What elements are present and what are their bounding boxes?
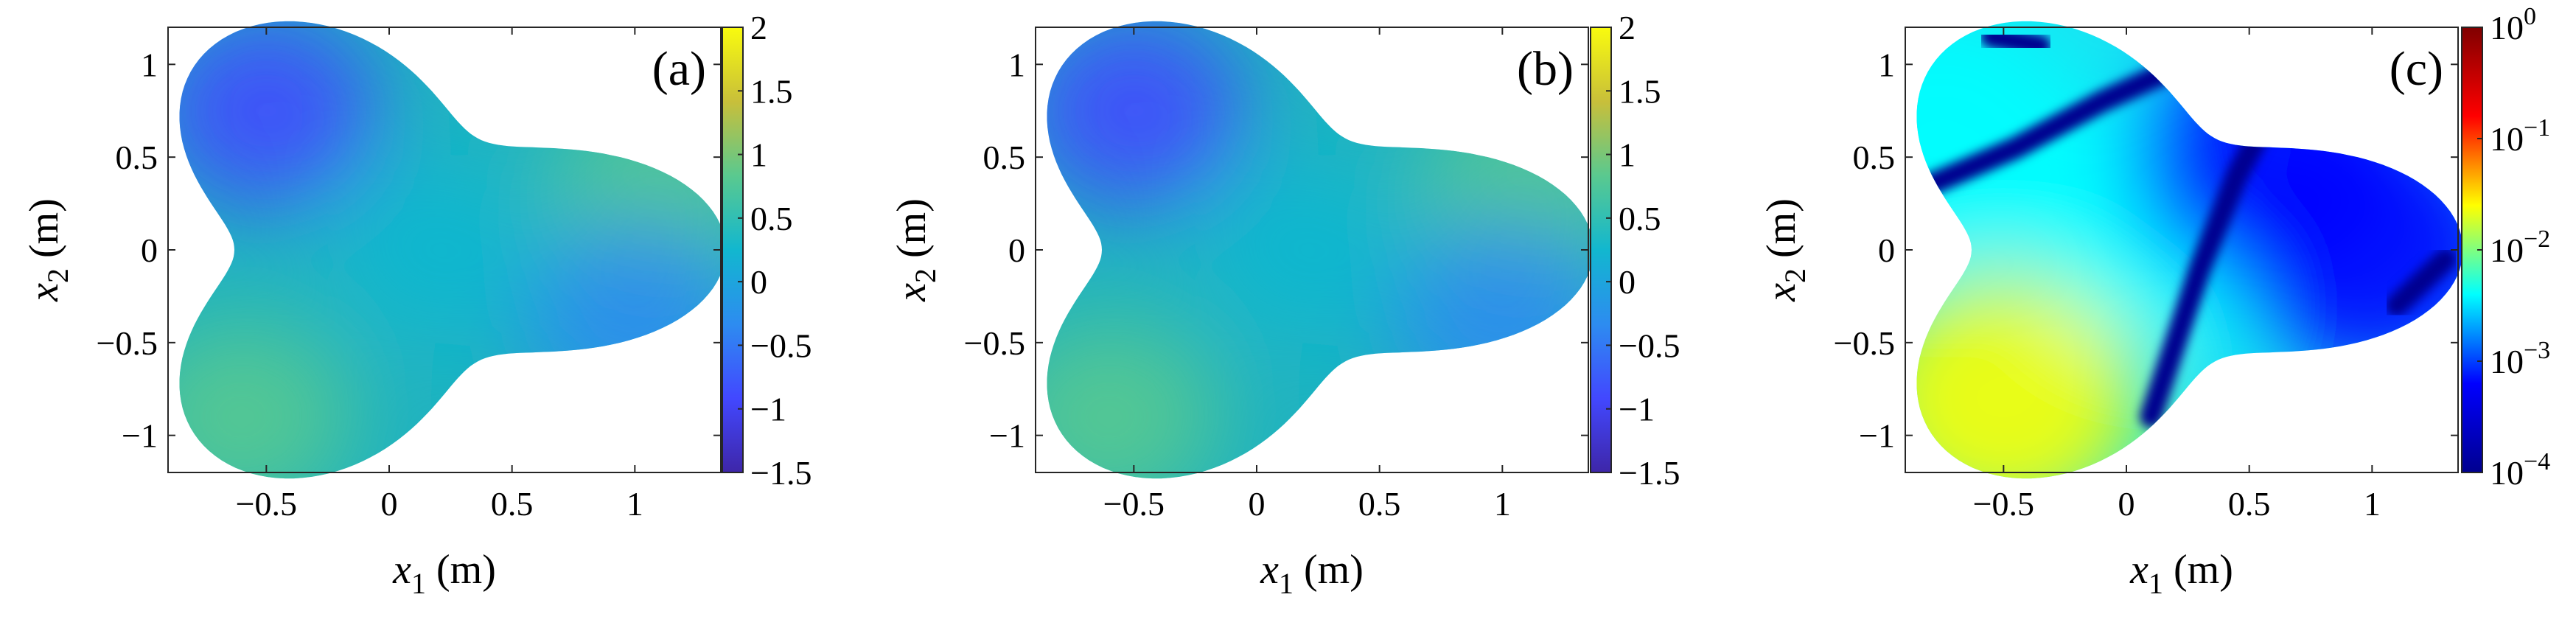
- x-axis-label: x1 (m): [392, 547, 496, 600]
- colorbar-tick-label: −1.5: [1619, 454, 1680, 492]
- y-tick-label: −0.5: [964, 324, 1025, 362]
- y-tick-label: 0: [141, 231, 158, 269]
- heatmap-region: [1392, 219, 1594, 411]
- colorbar-tick-label: 10−1: [2490, 114, 2550, 158]
- y-tick-label: 1: [1008, 46, 1025, 83]
- x-tick-label: −0.5: [236, 485, 297, 523]
- x-tick-label: −0.5: [1103, 485, 1165, 523]
- y-tick-label: 0: [1008, 231, 1025, 269]
- heatmap-field: [1047, 21, 1594, 479]
- colorbar-tick-label: 2: [750, 9, 767, 46]
- heatmap-region: [1195, 154, 1417, 346]
- colorbar-tick-label: −1.5: [750, 454, 811, 492]
- colorbar-tick-label: 0.5: [1619, 200, 1661, 237]
- colorbar-tick-label: 1.5: [750, 72, 793, 110]
- colorbar-tick-label: 1.5: [1619, 72, 1661, 110]
- x-tick-label: 1: [626, 485, 643, 523]
- heatmap-region: [1916, 21, 2082, 264]
- heatmap-region: [179, 321, 352, 479]
- colorbar-tick-label: 0.5: [750, 200, 793, 237]
- x-tick-label: 0: [381, 485, 398, 523]
- x-tick-label: 0.5: [1358, 485, 1401, 523]
- error-minimum-line: [1919, 62, 2174, 196]
- x-tick-label: 0: [2118, 485, 2135, 523]
- error-minimum-line: [2385, 248, 2457, 317]
- y-tick-label: 1: [141, 46, 158, 83]
- error-minimum-line: [2140, 118, 2273, 428]
- chart-panel-2: −0.5 0 0.5 1 1 0.5 0 −0.5 −1 x1 (m) x2 (m) (b) 2 1.5 1…: [889, 9, 1680, 600]
- x-tick-label: 1: [1494, 485, 1511, 523]
- panel-label: (a): [652, 42, 706, 96]
- y-axis-label: x2 (m): [889, 198, 942, 302]
- heatmap-region: [524, 219, 726, 411]
- x-tick-label: −0.5: [1973, 485, 2034, 523]
- y-tick-label: −1: [122, 417, 158, 455]
- colorbar-tick-label: 2: [1619, 9, 1636, 46]
- heatmap-region: [1047, 21, 1245, 207]
- heatmap-region: [327, 154, 549, 346]
- heatmap-region: [1047, 321, 1220, 479]
- colorbar-tick-label: 0: [750, 263, 767, 301]
- colorbar: [722, 27, 744, 473]
- y-tick-label: 0.5: [116, 139, 158, 176]
- colorbar-tick-label: 0: [1619, 263, 1636, 301]
- panel-label: (c): [2390, 42, 2443, 96]
- x-tick-label: 0.5: [2228, 485, 2271, 523]
- y-axis-label: x2 (m): [1759, 198, 1812, 302]
- y-tick-label: −0.5: [1834, 324, 1895, 362]
- y-tick-label: 0.5: [983, 139, 1026, 176]
- y-tick-label: 1: [1878, 46, 1895, 83]
- y-tick-label: −0.5: [97, 324, 158, 362]
- x-tick-label: 1: [2364, 485, 2381, 523]
- chart-panel-1: −0.5 0 0.5 1 1 0.5 0 −0.5 −1 x1 (m) x2 (m) (a) 2 1.5 1…: [21, 9, 811, 600]
- y-axis-label: x2 (m): [21, 198, 74, 302]
- error-minimum-line: [1980, 25, 2052, 57]
- colorbar: [1590, 27, 1612, 473]
- colorbar-tick-label: −0.5: [750, 327, 811, 364]
- colorbar-tick-label: −1: [750, 391, 786, 428]
- y-tick-label: 0.5: [1853, 139, 1896, 176]
- x-axis-label: x1 (m): [2129, 547, 2233, 600]
- x-tick-label: 0: [1249, 485, 1266, 523]
- colorbar-tick-label: −0.5: [1619, 327, 1680, 364]
- colorbar-tick-label: 10−4: [2490, 448, 2550, 492]
- x-axis-label: x1 (m): [1260, 547, 1364, 600]
- panel-label: (b): [1517, 42, 1574, 96]
- x-tick-label: 0.5: [491, 485, 534, 523]
- chart-panel-3: −0.5 0 0.5 1 1 0.5 0 −0.5 −1 x1 (m) x2 (m) (c) 100 10…: [1759, 3, 2550, 600]
- colorbar-tick-label: 100: [2490, 3, 2536, 46]
- colorbar-tick-label: −1: [1619, 391, 1655, 428]
- y-tick-label: −1: [1859, 417, 1895, 455]
- colorbar-tick-label: 10−3: [2490, 337, 2550, 380]
- y-tick-label: −1: [989, 417, 1025, 455]
- heatmap-region: [179, 21, 377, 207]
- colorbar-tick-label: 1: [1619, 136, 1636, 174]
- colorbar-tick-label: 10−2: [2490, 226, 2550, 269]
- colorbar-tick-label: 1: [750, 136, 767, 174]
- y-tick-label: 0: [1878, 231, 1895, 269]
